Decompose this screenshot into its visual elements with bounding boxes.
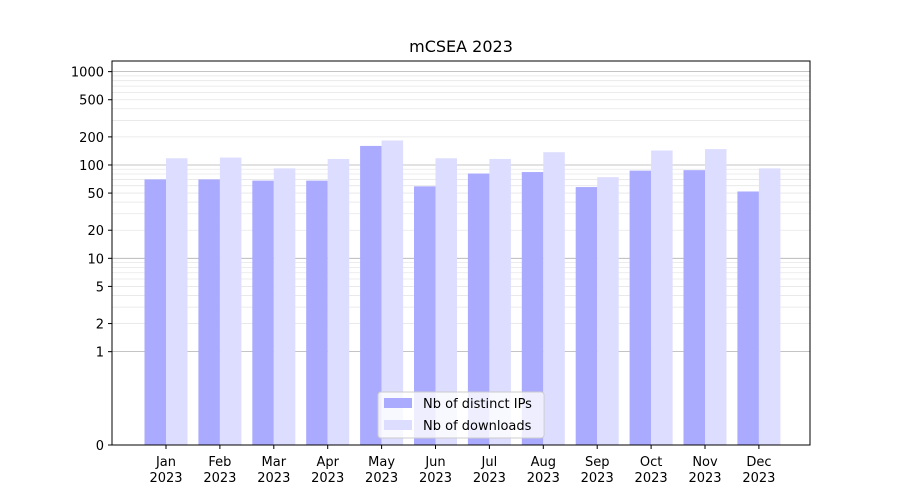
bar (521, 172, 544, 445)
bar (435, 158, 457, 445)
bars (144, 140, 781, 446)
y-tick-label: 20 (87, 224, 104, 239)
bar (306, 180, 328, 445)
bar (467, 173, 490, 446)
x-tick-label-month: May (368, 455, 395, 470)
x-tick-label-month: Nov (692, 455, 718, 470)
x-tick-label-month: Feb (208, 455, 231, 470)
x-tick-label-year: 2023 (149, 471, 182, 486)
bar (597, 177, 619, 446)
legend-swatch-ips (384, 398, 412, 408)
x-tick-label-month: Jul (481, 455, 498, 470)
y-tick-label: 5 (96, 280, 104, 295)
chart-title: mCSEA 2023 (409, 37, 513, 56)
x-tick-label-year: 2023 (257, 471, 290, 486)
x-tick-label-year: 2023 (203, 471, 236, 486)
bar (758, 168, 781, 445)
bar (252, 180, 274, 445)
bar (489, 158, 511, 445)
y-axis: 0 1 2 5 10 20 50 100 200 500 1000 (71, 66, 112, 454)
x-tick-label-month: Jun (424, 455, 445, 470)
bar (543, 152, 565, 445)
legend-label-downloads: Nb of downloads (423, 419, 532, 434)
x-tick-label-month: Aug (531, 455, 556, 470)
x-tick-label-year: 2023 (635, 471, 668, 486)
bar (144, 179, 166, 445)
x-tick-label-year: 2023 (365, 471, 398, 486)
bar (381, 140, 404, 445)
y-tick-label: 2 (96, 318, 104, 333)
x-tick-label-month: Sep (585, 455, 610, 470)
bar (273, 168, 296, 445)
legend-swatch-downloads (384, 420, 412, 430)
y-tick-label: 10 (87, 252, 104, 267)
x-tick-label-month: Oct (640, 455, 662, 470)
bar (219, 157, 242, 446)
bar (360, 145, 382, 445)
bar (651, 150, 673, 445)
x-tick-label-year: 2023 (419, 471, 452, 486)
bar (198, 179, 220, 445)
x-tick-label-month: Jan (155, 455, 176, 470)
x-tick-label-year: 2023 (742, 471, 775, 486)
x-tick-label-month: Mar (262, 455, 287, 470)
bar (575, 187, 598, 445)
bar (629, 170, 652, 445)
y-tick-label: 0 (96, 439, 104, 454)
x-tick-label-year: 2023 (527, 471, 560, 486)
x-tick-label-month: Apr (316, 455, 339, 470)
y-tick-label: 1000 (71, 66, 104, 81)
legend: Nb of distinct IPs Nb of downloads (377, 391, 545, 439)
y-tick-label: 100 (79, 159, 104, 174)
y-tick-label: 200 (79, 131, 104, 146)
x-tick-label-year: 2023 (581, 471, 614, 486)
bar (737, 191, 759, 445)
plot-frame (111, 60, 811, 446)
bar (705, 149, 727, 445)
y-tick-label: 500 (79, 94, 104, 109)
x-tick-label-month: Dec (746, 455, 771, 470)
x-tick-label-year: 2023 (688, 471, 721, 486)
bar (166, 158, 188, 445)
legend-label-ips: Nb of distinct IPs (423, 397, 532, 412)
y-tick-label: 50 (87, 187, 104, 202)
bar (414, 186, 436, 445)
x-axis: Jan2023Feb2023Mar2023Apr2023May2023Jun20… (149, 445, 775, 486)
bar (327, 158, 350, 445)
x-tick-label-year: 2023 (311, 471, 344, 486)
y-tick-label: 1 (96, 346, 104, 361)
x-tick-label-year: 2023 (473, 471, 506, 486)
bar (683, 170, 705, 445)
legend-box (377, 391, 545, 439)
